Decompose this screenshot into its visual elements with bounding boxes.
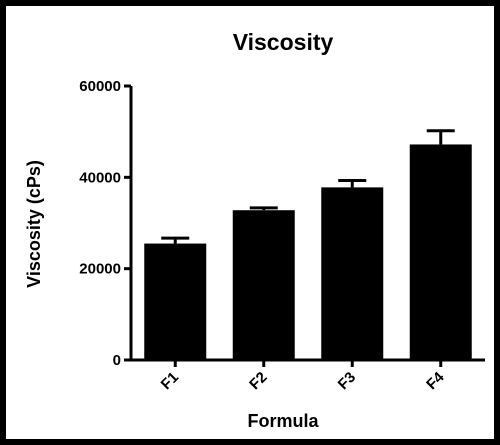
y-tick-label: 40000 <box>79 169 121 186</box>
x-tick-label-f4: F4 <box>423 368 448 393</box>
chart-title: Viscosity <box>233 29 334 55</box>
y-tick-label: 0 <box>113 352 121 369</box>
bar-f2 <box>232 210 295 360</box>
y-tick-label: 20000 <box>79 261 121 278</box>
x-tick-label-f2: F2 <box>246 369 270 393</box>
y-ticks: 0 20000 40000 60000 <box>79 78 131 369</box>
y-tick-label: 60000 <box>79 78 121 95</box>
x-axis-label: Formula <box>247 411 319 431</box>
x-tick-label-f3: F3 <box>335 369 359 393</box>
bar-f3 <box>321 187 384 360</box>
x-ticks: F1 F2 F3 F4 <box>158 360 448 393</box>
x-tick-label-f1: F1 <box>158 369 182 393</box>
y-axis-label: Viscosity (cPs) <box>24 160 44 288</box>
bar-f4 <box>409 144 472 360</box>
bars <box>144 129 472 360</box>
bar-f1 <box>144 243 207 360</box>
